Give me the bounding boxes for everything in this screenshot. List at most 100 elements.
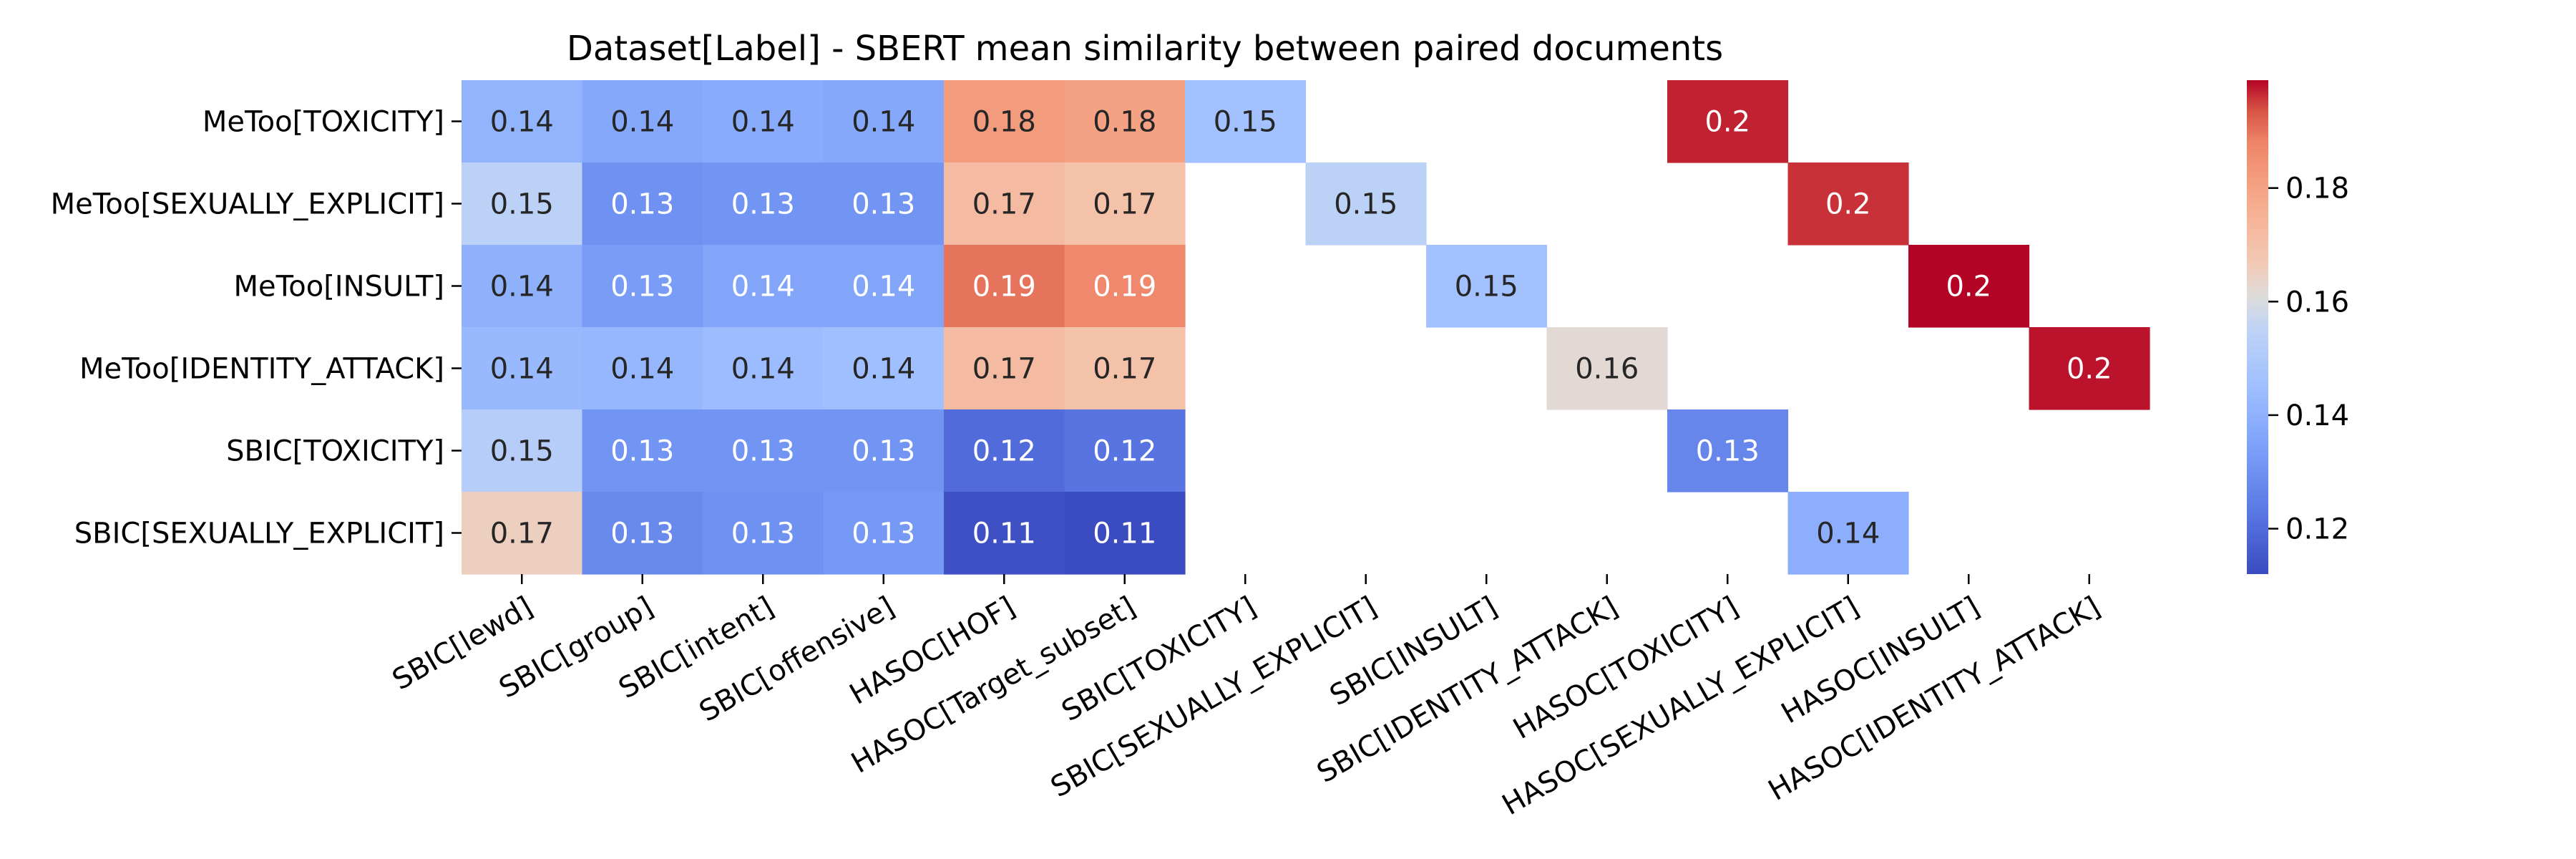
- row-label: SBIC[TOXICITY]: [226, 435, 444, 468]
- colorbar-tick-label: 0.12: [2285, 513, 2349, 546]
- cell-value-label: 0.11: [972, 518, 1036, 550]
- heatmap-cell: [582, 409, 703, 492]
- cell-value-label: 0.18: [1093, 106, 1156, 139]
- cell-value-label: 0.13: [731, 518, 795, 550]
- cell-value-label: 0.14: [852, 353, 915, 386]
- heatmap-cell: [1908, 245, 2030, 328]
- cell-value-label: 0.14: [490, 271, 554, 304]
- row-label: MeToo[TOXICITY]: [203, 106, 444, 139]
- cell-value-label: 0.14: [731, 353, 795, 386]
- heatmap-cell: [944, 80, 1065, 163]
- column-labels: SBIC[lewd]SBIC[group]SBIC[intent]SBIC[of…: [387, 574, 2106, 822]
- heatmap-cell: [582, 245, 703, 328]
- heatmap-cell: [1064, 162, 1186, 246]
- cell-value-label: 0.19: [1093, 271, 1156, 304]
- cell-value-label: 0.17: [972, 188, 1036, 221]
- row-label: MeToo[INSULT]: [233, 271, 444, 304]
- heatmap-cell: [944, 492, 1065, 575]
- cell-value-label: 0.15: [490, 435, 554, 468]
- colorbar-gradient: [2247, 80, 2268, 574]
- cell-value-label: 0.14: [610, 106, 674, 139]
- heatmap-cell: [823, 80, 945, 163]
- heatmap-cell: [462, 327, 583, 410]
- cell-value-label: 0.14: [490, 106, 554, 139]
- heatmap-cell: [944, 409, 1065, 492]
- cell-value-label: 0.13: [610, 518, 674, 550]
- heatmap-cell: [1667, 409, 1789, 492]
- cell-value-label: 0.13: [731, 435, 795, 468]
- heatmap-cell: [1064, 80, 1186, 163]
- cell-value-label: 0.2: [1704, 106, 1750, 139]
- cell-value-label: 0.14: [731, 106, 795, 139]
- row-label: MeToo[IDENTITY_ATTACK]: [79, 353, 444, 386]
- column-label: HASOC[INSULT]: [1776, 591, 1985, 730]
- cell-value-label: 0.13: [852, 518, 915, 550]
- cell-value-label: 0.15: [1455, 271, 1518, 304]
- cell-value-label: 0.14: [731, 271, 795, 304]
- cell-value-label: 0.17: [1093, 188, 1156, 221]
- cell-value-label: 0.2: [1946, 271, 1991, 304]
- heatmap-cell: [582, 327, 703, 410]
- heatmap-cell: [1426, 245, 1548, 328]
- heatmap-cell: [703, 80, 824, 163]
- cell-value-label: 0.14: [852, 271, 915, 304]
- heatmap-cell: [1787, 162, 1909, 246]
- cell-value-label: 0.17: [972, 353, 1036, 386]
- heatmap-cell: [944, 327, 1065, 410]
- cells-layer: 0.14 0.14 0.14 0.14 0.18 0.18 0.15 0.2 0.15 0.13 0…: [462, 80, 2150, 575]
- cell-value-label: 0.16: [1575, 353, 1639, 386]
- heatmap-cell: [823, 245, 945, 328]
- heatmap-cell: [1787, 492, 1909, 575]
- row-labels: MeToo[TOXICITY] MeToo[SEXUALLY_EXPLICIT] M…: [51, 106, 462, 550]
- column-label: SBIC[offensive]: [694, 591, 900, 729]
- heatmap-cell: [1185, 80, 1307, 163]
- cell-value-label: 0.13: [1696, 435, 1760, 468]
- row-label: SBIC[SEXUALLY_EXPLICIT]: [74, 518, 444, 550]
- colorbar-tick-label: 0.14: [2285, 399, 2349, 432]
- heatmap-cell: [823, 327, 945, 410]
- heatmap-cell: [703, 492, 824, 575]
- heatmap-cell: [582, 80, 703, 163]
- chart-title: Dataset[Label] - SBERT mean similarity b…: [567, 29, 1723, 69]
- heatmap-cell: [582, 492, 703, 575]
- heatmap-cell: [823, 162, 945, 246]
- cell-value-label: 0.13: [610, 435, 674, 468]
- heatmap-cell: [944, 245, 1065, 328]
- cell-value-label: 0.17: [490, 518, 554, 550]
- colorbar-tick-label: 0.18: [2285, 173, 2349, 205]
- heatmap-cell: [1064, 245, 1186, 328]
- cell-value-label: 0.14: [490, 353, 554, 386]
- cell-value-label: 0.13: [731, 188, 795, 221]
- cell-value-label: 0.15: [490, 188, 554, 221]
- column-label: SBIC[TOXICITY]: [1056, 591, 1262, 728]
- cell-value-label: 0.13: [852, 188, 915, 221]
- heatmap-cell: [1064, 409, 1186, 492]
- row-label: MeToo[SEXUALLY_EXPLICIT]: [51, 188, 444, 221]
- cell-value-label: 0.12: [972, 435, 1036, 468]
- cell-value-label: 0.19: [972, 271, 1036, 304]
- cell-value-label: 0.14: [852, 106, 915, 139]
- cell-value-label: 0.14: [1816, 518, 1880, 550]
- colorbar-tick-label: 0.16: [2285, 286, 2349, 319]
- cell-value-label: 0.2: [2067, 353, 2112, 386]
- heatmap-cell: [703, 162, 824, 246]
- heatmap-cell: [462, 492, 583, 575]
- cell-value-label: 0.11: [1093, 518, 1156, 550]
- heatmap-cell: [2029, 327, 2150, 410]
- heatmap-cell: [1305, 162, 1427, 246]
- heatmap-cell: [823, 409, 945, 492]
- heatmap-cell: [462, 80, 583, 163]
- cell-value-label: 0.12: [1093, 435, 1156, 468]
- heatmap-cell: [823, 492, 945, 575]
- cell-value-label: 0.15: [1334, 188, 1397, 221]
- cell-value-label: 0.18: [972, 106, 1036, 139]
- heatmap-cell: [462, 162, 583, 246]
- heatmap-cell: [462, 245, 583, 328]
- heatmap-cell: [582, 162, 703, 246]
- heatmap-cell: [1546, 327, 1668, 410]
- heatmap-cell: [462, 409, 583, 492]
- heatmap-cell: [703, 327, 824, 410]
- heatmap-cell: [944, 162, 1065, 246]
